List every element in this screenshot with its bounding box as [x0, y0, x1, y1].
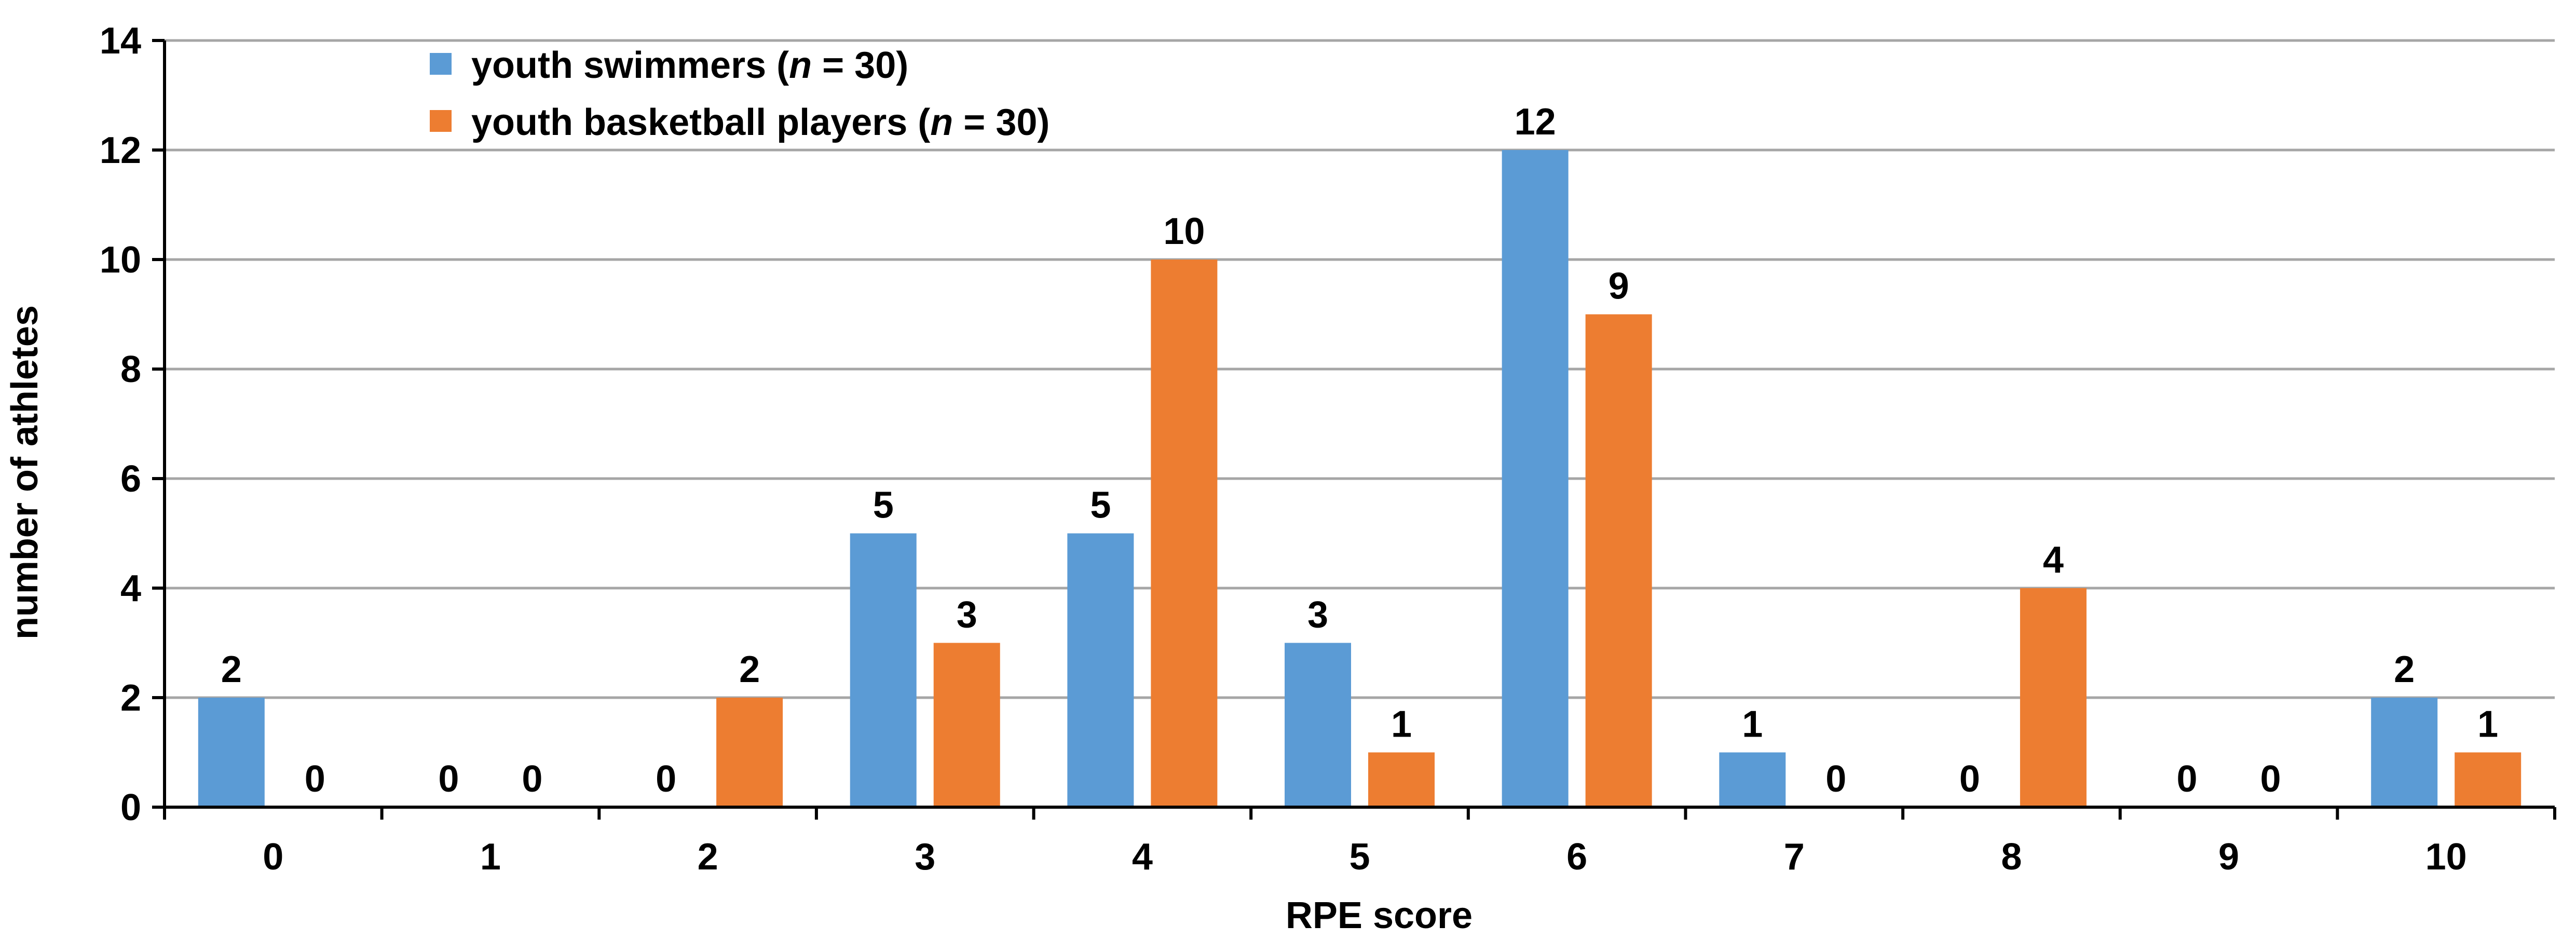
bar-value-label: 12	[1515, 101, 1556, 143]
bar-value-label: 0	[1825, 758, 1846, 800]
x-tick-label: 6	[1566, 836, 1587, 878]
y-tick-label: 2	[120, 677, 141, 719]
y-tick-label: 10	[100, 239, 141, 281]
bar-value-label: 0	[2177, 758, 2198, 800]
y-tick-label: 8	[120, 349, 141, 390]
bar-value-label: 0	[2260, 758, 2281, 800]
bar-value-label: 2	[739, 649, 760, 690]
x-tick-label: 0	[263, 836, 283, 878]
legend-swatch-basketball	[430, 110, 452, 132]
bar-value-label: 0	[656, 758, 676, 800]
bar-value-label: 1	[2477, 704, 2498, 745]
bar-value-label: 5	[1090, 485, 1111, 526]
bar-value-label: 0	[522, 758, 542, 800]
x-tick-label: 4	[1132, 836, 1153, 878]
bar	[2455, 752, 2522, 807]
x-tick-label: 10	[2425, 836, 2467, 878]
bar-value-label: 5	[873, 485, 894, 526]
bar	[933, 643, 1000, 807]
bar	[716, 698, 783, 807]
legend-item-swimmers: youth swimmers (n = 30)	[430, 45, 908, 86]
bar	[2020, 588, 2087, 807]
bar	[1502, 150, 1569, 807]
y-tick-label: 0	[120, 787, 141, 828]
bar-value-label: 1	[1742, 704, 1763, 745]
x-tick-label: 2	[698, 836, 718, 878]
bar-value-label: 4	[2043, 539, 2064, 581]
bar-value-label: 1	[1391, 704, 1412, 745]
bar	[1368, 752, 1435, 807]
y-tick-labels: 0 2 4 6 8 10 12 14	[100, 20, 141, 828]
bar	[1585, 314, 1652, 807]
gridlines	[165, 39, 2555, 699]
bar	[1719, 752, 1786, 807]
bar-value-label: 10	[1163, 211, 1205, 252]
bar-value-label: 3	[1307, 594, 1328, 636]
bar-value-label: 9	[1609, 266, 1629, 307]
x-tick-label: 3	[915, 836, 935, 878]
bar	[2371, 698, 2438, 807]
x-tick-label: 5	[1349, 836, 1370, 878]
legend-label-basketball: youth basketball players (n = 30)	[471, 102, 1050, 143]
bar-value-label: 3	[957, 594, 977, 636]
bar	[198, 698, 265, 807]
y-tick-label: 14	[100, 20, 141, 62]
x-tick-label: 1	[480, 836, 501, 878]
legend: youth swimmers (n = 30) youth basketball…	[430, 45, 1050, 143]
bar	[1067, 533, 1134, 807]
y-axis-title: number of athletes	[4, 305, 46, 639]
bar-value-label: 2	[2394, 649, 2415, 690]
x-axis-title: RPE score	[1286, 895, 1473, 936]
legend-label-swimmers: youth swimmers (n = 30)	[471, 45, 908, 86]
x-tick-label: 8	[2001, 836, 2022, 878]
bar-value-label: 0	[305, 758, 325, 800]
x-tick-labels: 0 1 2 3 4 5 6 7 8 9 10	[263, 836, 2466, 878]
x-tick-label: 9	[2218, 836, 2239, 878]
bar	[1151, 260, 1218, 807]
bar-value-label: 0	[1959, 758, 1980, 800]
y-tick-label: 4	[120, 568, 141, 609]
bars	[198, 150, 2522, 807]
bar-value-label: 2	[221, 649, 242, 690]
legend-swatch-swimmers	[430, 53, 452, 75]
y-tick-label: 12	[100, 130, 141, 171]
legend-item-basketball: youth basketball players (n = 30)	[430, 102, 1050, 143]
bar-value-label: 0	[438, 758, 459, 800]
y-tick-label: 6	[120, 458, 141, 500]
bar	[850, 533, 917, 807]
x-tick-label: 7	[1784, 836, 1805, 878]
axes	[152, 39, 2556, 820]
bar	[1285, 643, 1351, 807]
